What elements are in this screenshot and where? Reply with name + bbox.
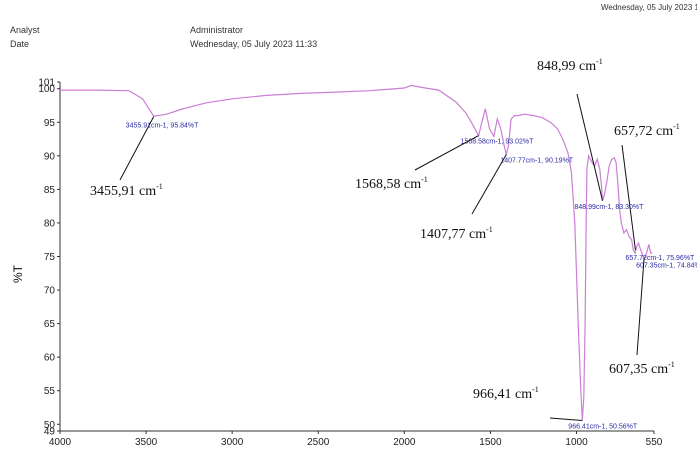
peak-label: 607.35cm-1, 74.84%T <box>636 263 697 270</box>
top-right-date: Wednesday, 05 July 2023 1 <box>601 3 697 12</box>
peak-labels: 3455.91cm-1, 95.84%T 1568.58cm-1, 93.02%T… <box>126 123 697 431</box>
x-tick-label: 1000 <box>565 437 588 448</box>
annotation-leader-line <box>621 144 636 251</box>
annotation-leader-line <box>549 417 583 422</box>
annotation-superscript: -1 <box>596 57 603 66</box>
annotation-superscript: -1 <box>421 175 428 184</box>
y-tick-label: 101 <box>38 78 55 89</box>
spectrum-line <box>60 84 653 421</box>
y-tick-label: 70 <box>44 286 56 297</box>
annotation-leader-line <box>471 154 507 215</box>
annotation-label: 3455,91 cm-1 <box>90 182 163 199</box>
annotation-superscript: -1 <box>673 122 680 131</box>
y-tick-label: 65 <box>44 319 56 330</box>
y-tick-label: 80 <box>44 218 56 229</box>
peak-label: 1568.58cm-1, 93.02%T <box>461 139 534 146</box>
y-tick-label: 75 <box>44 252 56 263</box>
annotation-leader-line <box>119 116 155 181</box>
peak-annotations: 3455,91 cm-1 1568,58 cm-1 1407,77 cm-1 848,… <box>90 57 680 422</box>
date-value: Wednesday, 05 July 2023 11:33 <box>190 39 318 49</box>
x-tick-label: 1500 <box>479 437 502 448</box>
annotation-superscript: -1 <box>532 385 539 394</box>
x-tick-label: 4000 <box>49 437 72 448</box>
annotation-superscript: -1 <box>486 225 493 234</box>
chart-series <box>60 84 653 421</box>
y-tick-label: 50 <box>44 420 56 431</box>
analyst-value: Administrator <box>190 25 244 35</box>
y-tick-label: 55 <box>44 386 56 397</box>
x-tick-label: 3500 <box>135 437 158 448</box>
y-tick-label: 85 <box>44 185 56 196</box>
analyst-label: Analyst <box>10 25 40 35</box>
annotation-superscript: -1 <box>668 360 675 369</box>
annotation-label: 966,41 cm-1 <box>473 385 539 402</box>
annotation-label: 657,72 cm-1 <box>614 122 680 139</box>
annotation-label: 607,35 cm-1 <box>609 360 675 377</box>
y-tick-label: 60 <box>44 353 56 364</box>
x-tick-label: 3000 <box>221 437 244 448</box>
y-tick-label: 90 <box>44 151 56 162</box>
peak-label: 848.99cm-1, 83.30%T <box>575 204 645 211</box>
peak-label: 657.72cm-1, 75.96%T <box>625 255 695 262</box>
y-tick-label: 95 <box>44 118 56 129</box>
peak-label: 3455.91cm-1, 95.84%T <box>126 123 199 130</box>
annotation-label: 1407,77 cm-1 <box>420 225 493 242</box>
annotation-leader-line <box>576 93 604 201</box>
annotation-leader-line <box>414 135 479 171</box>
peak-label: 1407.77cm-1, 90.19%T <box>500 158 573 165</box>
y-tick-label: 49 <box>44 427 56 438</box>
date-label: Date <box>10 39 30 49</box>
annotation-leader-line <box>636 257 645 356</box>
y-tick-label: 100 <box>38 84 55 95</box>
x-tick-label: 2500 <box>307 437 330 448</box>
x-tick-label: 2000 <box>393 437 416 448</box>
peak-label: 966.41cm-1, 50.56%T <box>568 424 638 431</box>
annotation-label: 1568,58 cm-1 <box>355 175 428 192</box>
x-tick-label: 550 <box>646 437 663 448</box>
annotation-superscript: -1 <box>156 182 163 191</box>
y-axis-label: %T <box>11 264 25 283</box>
annotation-label: 848,99 cm-1 <box>537 57 603 74</box>
